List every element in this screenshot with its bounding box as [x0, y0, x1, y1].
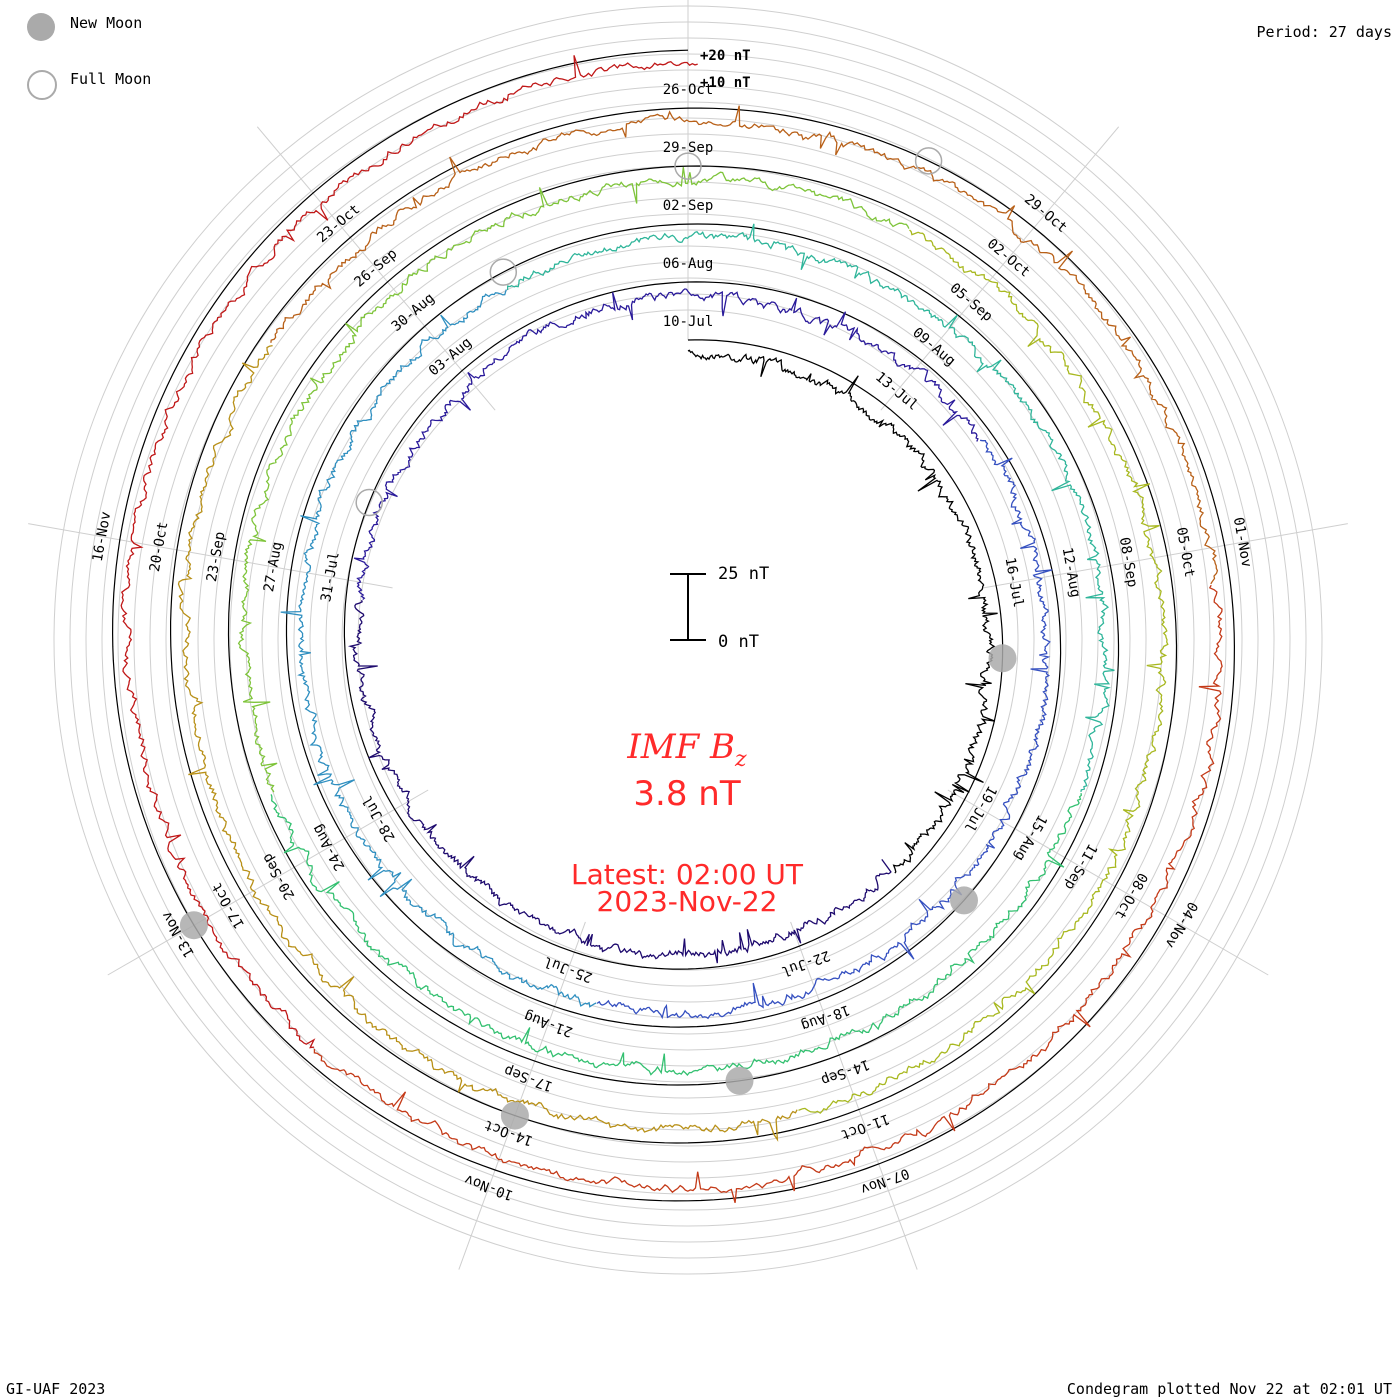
date-label: 08-Sep [1116, 536, 1141, 589]
imf-bz-trace-segment [237, 167, 910, 793]
date-label: 25-Jul [542, 953, 595, 985]
new-moon-marker [500, 1101, 529, 1130]
date-label: 15-Aug [1011, 812, 1050, 864]
full-moon-marker [355, 488, 383, 517]
grid-spoke [880, 126, 1120, 411]
date-label: 10-Nov [462, 1171, 515, 1203]
latest-date: 2023-Nov-22 [596, 885, 778, 918]
grid-spoke [28, 523, 393, 589]
date-label: 22-Jul [779, 947, 832, 979]
new-moon-marker [950, 886, 978, 915]
new-moon-marker [988, 644, 1017, 673]
imf-bz-trace-segment [353, 288, 979, 601]
imf-bz-trace-segment [270, 105, 1219, 585]
date-label: 18-Aug [799, 1001, 852, 1033]
full-moon-legend-label: Full Moon [70, 70, 152, 88]
date-label: 20-Oct [147, 520, 172, 573]
full-moon-marker [674, 152, 702, 180]
scale-bar-top-label: 25 nT [718, 564, 770, 584]
date-label: 02-Oct [984, 236, 1033, 281]
date-label: 29-Oct [1021, 191, 1070, 236]
date-label: 13-Jul [872, 369, 921, 414]
date-label: 14-Sep [819, 1056, 872, 1088]
date-label: 29-Sep [663, 140, 714, 156]
grid-spoke [790, 921, 918, 1270]
imf-bz-trace-segment [270, 793, 1082, 1076]
new-moon-marker [725, 1066, 754, 1095]
date-label: 16-Nov [90, 510, 115, 563]
new-moon-legend-label: New Moon [70, 14, 143, 32]
imf-bz-trace-segment [798, 229, 1169, 1114]
center-current-value: 3.8 nT [633, 774, 741, 814]
new-moon-marker [179, 911, 208, 940]
grid-spoke [947, 789, 1269, 976]
imf-bz-trace-segment [687, 349, 998, 874]
date-label: 02-Sep [663, 198, 714, 214]
latest-time: Latest: 02:00 UT [570, 858, 804, 891]
grid-spoke [256, 126, 496, 411]
date-label: 30-Aug [389, 290, 438, 335]
imf-bz-trace-segment [313, 584, 1223, 1203]
date-label: 16-Jul [1002, 556, 1027, 609]
imf-bz-trace-segment [347, 600, 892, 964]
period-label: Period: 27 days [1256, 23, 1392, 41]
date-label: 06-Aug [663, 256, 714, 272]
footer-credit: GI-UAF 2023 [6, 1380, 106, 1398]
date-label: 11-Oct [839, 1110, 892, 1142]
center-title: IMF Bz [627, 727, 747, 772]
imf-bz-trace-segment [506, 223, 1115, 793]
grid-spoke [458, 921, 586, 1270]
grid-spoke [983, 523, 1348, 589]
imf-bz-trace-segment [177, 344, 798, 1142]
grid-spoke [107, 789, 429, 976]
date-label: 21-Aug [522, 1007, 575, 1039]
full-moon-marker [914, 147, 943, 175]
zero-level-spiral [111, 49, 1236, 1202]
footer-plot-time: Condegram plotted Nov 22 at 02:01 UT [1066, 1380, 1392, 1398]
date-label: 20-Sep [259, 850, 298, 902]
imf-bz-trace-segment [596, 439, 1053, 1020]
date-label: 23-Sep [204, 531, 229, 584]
ring-scale-label-20: +20 nT [700, 48, 751, 64]
date-label: 31-Jul [318, 551, 343, 604]
date-label: 10-Jul [663, 314, 714, 330]
date-label: 05-Oct [1173, 526, 1198, 579]
imf-bz-trace-segment [120, 55, 698, 1049]
imf-bz-trace-segment [280, 289, 597, 1008]
date-label: 26-Oct [663, 82, 714, 98]
full-moon-legend-icon [27, 70, 57, 100]
date-label: 17-Sep [502, 1062, 555, 1094]
full-moon-marker [489, 258, 518, 286]
date-label: 04-Nov [1161, 899, 1200, 951]
scale-bar-bottom-label: 0 nT [718, 632, 759, 652]
ring-scale-label-10: +10 nT [700, 75, 751, 91]
new-moon-legend-icon [27, 13, 55, 41]
